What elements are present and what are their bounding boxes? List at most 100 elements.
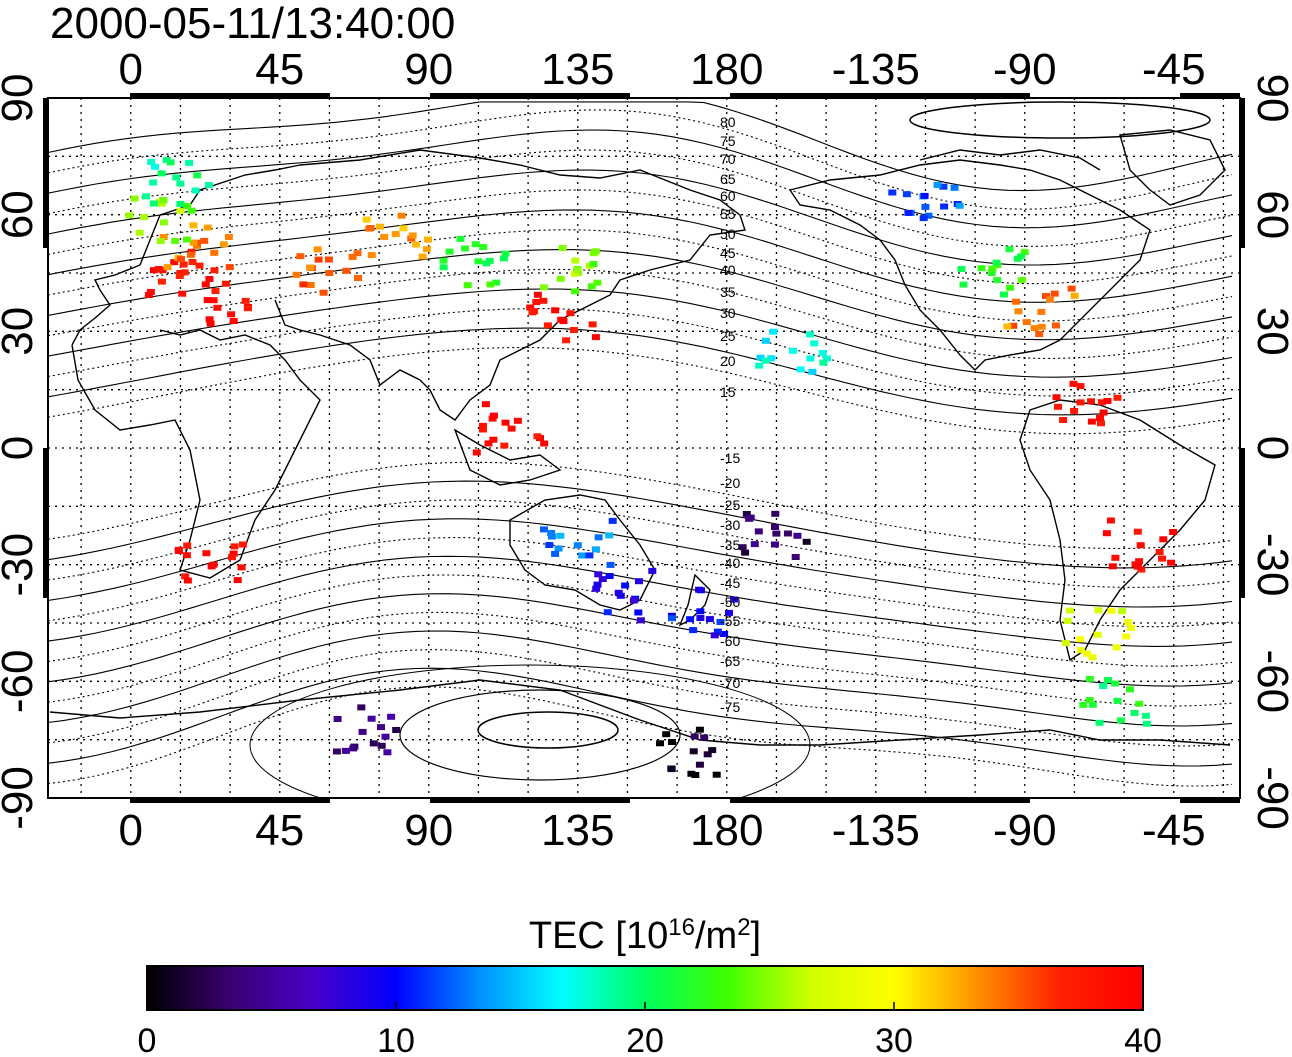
tec-point (157, 200, 166, 207)
tec-point (1104, 677, 1112, 683)
tec-point (377, 724, 385, 731)
tec-point (598, 576, 607, 583)
tec-point (1169, 529, 1178, 535)
tec-point (479, 244, 488, 251)
magnetic-contour (48, 229, 1233, 322)
tec-point (362, 216, 371, 223)
tec-point (1076, 383, 1085, 390)
lon-tick-bottom: 180 (690, 806, 763, 855)
tec-point (818, 350, 827, 356)
tec-point (1050, 290, 1059, 297)
tec-point (543, 322, 552, 329)
tec-point (810, 340, 819, 347)
tec-point (1099, 409, 1108, 416)
tec-point (507, 425, 516, 432)
tec-point (445, 248, 454, 255)
magnetic-contour (48, 346, 1233, 435)
tec-point (540, 440, 549, 447)
tec-point (170, 259, 179, 266)
tec-point (348, 253, 357, 260)
tec-point (573, 542, 582, 549)
tec-point (183, 542, 192, 549)
tec-data-points (125, 157, 1178, 778)
tec-point (383, 749, 392, 756)
tec-point (1087, 398, 1095, 405)
tec-point (149, 200, 158, 207)
tec-point (306, 282, 315, 288)
tec-point (139, 214, 148, 221)
tec-point (1142, 720, 1151, 727)
tec-point (306, 264, 315, 271)
tec-point (1070, 292, 1079, 299)
lon-tick-bottom: 135 (541, 806, 614, 855)
contour-label: 45 (720, 245, 736, 261)
lon-tick-bottom: -45 (1142, 806, 1206, 855)
tec-point (705, 616, 714, 623)
tec-point (746, 514, 755, 521)
tec-point (1076, 399, 1085, 406)
tec-point (484, 440, 493, 447)
tec-point (125, 212, 134, 219)
tec-point (501, 419, 510, 426)
tec-point (238, 541, 247, 548)
tec-point (243, 305, 252, 312)
lon-tick-bottom: -135 (832, 806, 920, 855)
contour-label: 80 (720, 114, 736, 130)
colorbar-ticks: 0 10 20 30 40 (138, 1002, 1162, 1057)
colorbar-title-main: TEC [10 (529, 915, 668, 957)
lon-tick-top: 135 (541, 45, 614, 94)
tec-point (588, 321, 597, 328)
magnetic-contour (48, 249, 1233, 341)
tec-point (591, 334, 600, 341)
tec-point (241, 297, 250, 304)
magnetic-contour (48, 611, 1233, 707)
lat-tick-right: 60 (1248, 190, 1292, 239)
tec-point (1112, 644, 1121, 651)
tec-point (202, 550, 211, 557)
tec-point (353, 250, 362, 257)
tec-point (408, 232, 417, 239)
tec-point (571, 288, 579, 295)
tec-point (686, 616, 695, 623)
tec-point (634, 609, 643, 616)
tec-point (1094, 607, 1103, 614)
tec-point (342, 267, 351, 274)
tec-point (1061, 640, 1070, 647)
tec-point (135, 229, 144, 236)
magnetic-contour (48, 101, 1233, 192)
tec-point (695, 761, 704, 768)
tec-point (1097, 420, 1105, 427)
tec-point (1093, 631, 1102, 638)
tec-point (314, 256, 323, 263)
contour-label: -35 (720, 537, 740, 553)
tec-point (977, 265, 986, 272)
tec-point (713, 628, 722, 635)
tec-point (742, 511, 751, 517)
tec-point (319, 289, 328, 296)
tec-point (489, 412, 498, 419)
tec-point (532, 299, 541, 305)
magnetic-pole-south-ring-mid (399, 689, 681, 781)
tec-point (1087, 418, 1096, 425)
lon-tick-bottom: 45 (255, 806, 304, 855)
tec-point (547, 529, 556, 536)
tec-point (1052, 394, 1061, 401)
tec-point (771, 510, 780, 517)
tec-point (556, 275, 565, 282)
tec-point (179, 261, 188, 268)
tec-point (492, 279, 501, 286)
tec-point (193, 242, 201, 249)
tec-point (1020, 249, 1029, 256)
lat-tick-left: -90 (0, 766, 42, 830)
lat-tick-left: -30 (0, 533, 42, 597)
tec-point (159, 197, 168, 204)
tec-point (1076, 636, 1085, 643)
tec-point (920, 192, 929, 199)
contour-label: -65 (720, 653, 740, 669)
tec-point (187, 207, 196, 214)
tec-point (205, 316, 214, 323)
tec-point (1111, 680, 1120, 687)
tec-point (593, 581, 602, 588)
tec-point (1158, 555, 1167, 562)
tec-point (203, 224, 212, 231)
